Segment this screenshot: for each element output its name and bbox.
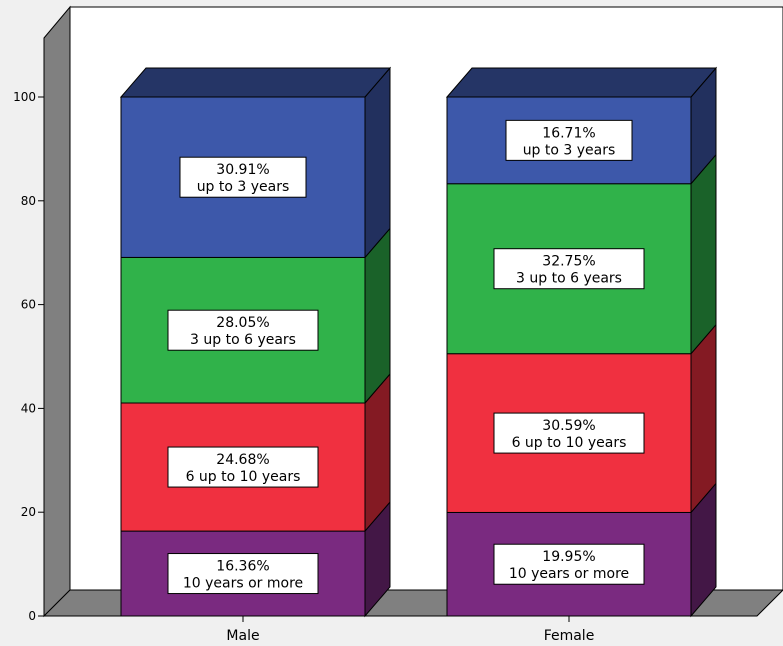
data-label-box xyxy=(493,412,645,454)
data-label-series: up to 3 years xyxy=(523,142,616,158)
bar-top-male xyxy=(119,67,392,98)
y-tick-label: 20 xyxy=(21,505,36,519)
data-label-box xyxy=(167,553,319,595)
data-label-series: 10 years or more xyxy=(509,566,629,582)
data-label-value: 32.75% xyxy=(542,254,595,270)
y-tick-label: 100 xyxy=(13,90,36,104)
x-category-label-female: Female xyxy=(544,628,595,644)
data-label-box xyxy=(493,543,645,585)
y-tick-label: 0 xyxy=(28,609,36,623)
data-label-value: 16.71% xyxy=(542,125,595,141)
bar-side-male-3-up-to-6-years xyxy=(364,227,391,405)
data-label-box xyxy=(505,119,633,161)
data-label-value: 30.91% xyxy=(216,162,269,178)
bar-side-female-6-up-to-10-years xyxy=(690,323,717,514)
data-label-value: 16.36% xyxy=(216,559,269,575)
data-label-series: 3 up to 6 years xyxy=(190,332,296,348)
data-label-box xyxy=(179,156,307,198)
data-label-series: 6 up to 10 years xyxy=(512,435,627,451)
data-label-box xyxy=(167,309,319,351)
bar-side-male-up-to-3-years xyxy=(364,66,391,259)
data-label-box xyxy=(167,446,319,488)
axis-group: 0 20 40 60 80 100 Male Female xyxy=(13,90,757,644)
data-label-value: 28.05% xyxy=(216,315,269,331)
y-tick-label: 80 xyxy=(21,194,36,208)
y-tick-label: 40 xyxy=(21,401,36,415)
data-label-series: 10 years or more xyxy=(183,576,303,592)
y-tick-label: 60 xyxy=(21,298,36,312)
x-category-label-male: Male xyxy=(226,628,259,644)
chart-side-wall xyxy=(43,5,71,618)
data-label-value: 24.68% xyxy=(216,452,269,468)
data-label-series: 6 up to 10 years xyxy=(186,469,301,485)
data-label-value: 19.95% xyxy=(542,549,595,565)
data-label-value: 30.59% xyxy=(542,418,595,434)
data-label-box xyxy=(493,248,645,290)
data-label-series: 3 up to 6 years xyxy=(516,271,622,287)
bar-top-female xyxy=(445,67,718,98)
data-label-series: up to 3 years xyxy=(197,179,290,195)
bar-side-female-3-up-to-6-years xyxy=(690,153,717,356)
